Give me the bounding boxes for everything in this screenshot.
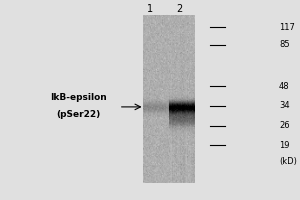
- Text: 1: 1: [147, 4, 153, 14]
- Text: (pSer22): (pSer22): [57, 110, 101, 119]
- Text: 48: 48: [279, 82, 290, 91]
- Text: (kD): (kD): [279, 157, 297, 166]
- Text: 19: 19: [279, 141, 290, 150]
- Text: 2: 2: [176, 4, 182, 14]
- Text: 34: 34: [279, 101, 290, 110]
- Text: IkB-epsilon: IkB-epsilon: [50, 93, 107, 102]
- Text: 26: 26: [279, 121, 290, 130]
- Text: 117: 117: [279, 23, 295, 32]
- Text: 85: 85: [279, 40, 290, 49]
